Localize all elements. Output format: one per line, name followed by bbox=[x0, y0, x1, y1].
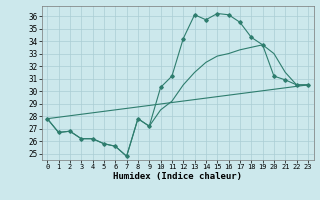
X-axis label: Humidex (Indice chaleur): Humidex (Indice chaleur) bbox=[113, 172, 242, 181]
